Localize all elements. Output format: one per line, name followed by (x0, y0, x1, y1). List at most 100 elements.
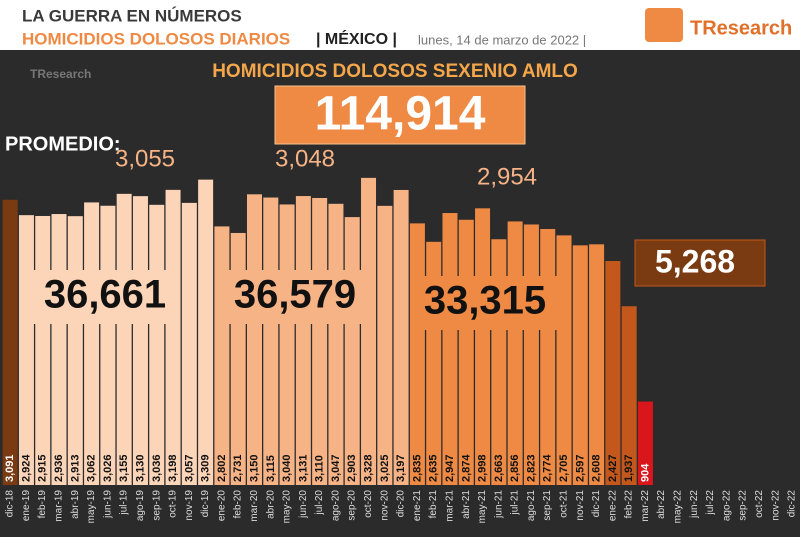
bar (377, 205, 393, 486)
group-total-box (410, 276, 560, 330)
value-label: 3,091 (4, 454, 16, 482)
bar (2, 199, 18, 485)
x-tick-label: jun-20 (298, 490, 309, 519)
value-label: 2,913 (69, 454, 81, 482)
x-tick-label: sep-20 (347, 490, 358, 521)
x-tick-label: sep-19 (151, 490, 162, 521)
group-total: 36,579 (234, 273, 356, 317)
x-tick-label: jul-20 (314, 490, 325, 516)
value-label: 1,937 (623, 454, 635, 482)
value-label: 2,635 (428, 454, 440, 482)
bar (572, 245, 588, 485)
bar (589, 244, 605, 485)
value-label: 2,823 (525, 454, 537, 482)
x-tick-label: feb-20 (233, 490, 244, 519)
x-tick-label: jun-21 (493, 490, 504, 519)
value-label: 3,057 (183, 454, 195, 482)
group-total: 33,315 (424, 279, 546, 323)
x-tick-label: oct-20 (363, 490, 374, 518)
value-label: 2,597 (574, 454, 586, 482)
bar (344, 217, 360, 485)
bar (295, 196, 311, 486)
value-label: 3,131 (297, 454, 309, 482)
value-label: 2,998 (477, 454, 489, 482)
bar (637, 401, 653, 485)
value-label: 2,915 (37, 454, 49, 482)
x-tick-label: mar-22 (640, 490, 651, 522)
value-label: 2,608 (591, 454, 603, 482)
value-label: 3,197 (395, 454, 407, 482)
x-tick-label: jul-21 (510, 490, 521, 516)
group-total-box (220, 270, 370, 324)
value-label: 3,198 (167, 454, 179, 482)
bar (132, 196, 148, 485)
x-tick-label: abr-21 (461, 490, 472, 519)
value-label: 2,774 (542, 454, 554, 482)
bar (279, 204, 295, 486)
bar (35, 215, 51, 486)
bar (246, 194, 262, 486)
value-label: 2,947 (444, 454, 456, 482)
x-tick-label: may-22 (673, 490, 684, 524)
value-label: 3,062 (86, 454, 98, 482)
bar (523, 224, 539, 486)
x-tick-label: dic-19 (200, 490, 211, 518)
bar (458, 219, 474, 485)
x-tick-label: nov-20 (379, 490, 390, 521)
bar (361, 177, 377, 485)
value-label: 3,026 (102, 454, 114, 482)
value-label: 3,115 (265, 455, 277, 482)
header-title: LA GUERRA EN NÚMEROS (22, 6, 242, 25)
x-tick-label: oct-22 (754, 490, 765, 518)
average-caption: PROMEDIO: (5, 133, 121, 155)
value-label: 2,856 (509, 454, 521, 482)
value-label: 2,835 (411, 454, 423, 482)
value-label: 3,110 (314, 455, 326, 482)
bar (312, 197, 328, 485)
value-label: 2,924 (20, 454, 32, 482)
x-tick-label: nov-21 (575, 490, 586, 521)
x-tick-label: oct-21 (559, 490, 570, 518)
group-total-box (30, 270, 180, 324)
header-subtitle: HOMICIDIOS DOLOSOS DIARIOS (22, 29, 290, 48)
bar (409, 223, 425, 485)
bar (442, 213, 458, 485)
x-tick-label: ene-22 (607, 490, 618, 522)
x-tick-label: dic-20 (396, 490, 407, 518)
x-tick-label: dic-22 (787, 490, 798, 518)
x-tick-label: ene-20 (216, 490, 227, 522)
x-tick-label: dic-18 (5, 490, 16, 518)
x-tick-label: ene-21 (412, 490, 423, 522)
header-logo: TResearch (690, 17, 792, 39)
bar (328, 203, 344, 486)
group-total: 5,268 (655, 243, 735, 279)
x-tick-label: jun-19 (102, 490, 113, 519)
value-label: 2,936 (53, 454, 65, 482)
bar (393, 189, 409, 485)
bar (51, 214, 67, 486)
x-tick-label: oct-19 (168, 490, 179, 518)
value-label: 3,328 (363, 454, 375, 482)
value-label: 3,150 (248, 454, 260, 482)
x-tick-label: ago-19 (135, 490, 146, 522)
x-tick-label: jul-22 (705, 490, 716, 516)
bar (621, 306, 637, 485)
group-average: 3,048 (275, 145, 335, 172)
total-box (274, 85, 526, 145)
bar (67, 216, 83, 486)
x-tick-label: ago-22 (721, 490, 732, 522)
group-total: 36,661 (44, 273, 166, 317)
bar (540, 228, 556, 485)
chart-title: HOMICIDIOS DOLOSOS SEXENIO AMLO (212, 61, 578, 82)
value-label: 3,309 (200, 454, 212, 482)
value-label: 2,705 (558, 454, 570, 482)
bar (84, 202, 100, 485)
group-average: 3,055 (115, 145, 175, 172)
bar (263, 197, 279, 485)
bar (18, 215, 34, 486)
value-label: 3,047 (330, 454, 342, 482)
bar (198, 179, 214, 485)
value-label: 3,130 (134, 454, 146, 482)
